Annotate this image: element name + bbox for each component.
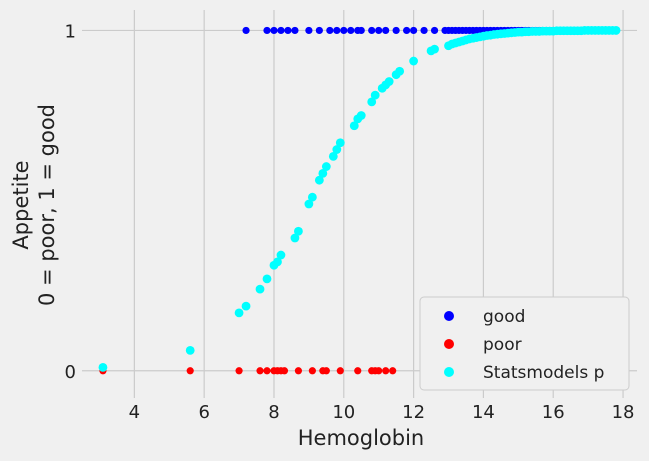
point-good [263,26,271,35]
point-poor [235,367,243,375]
legend-marker-poor [444,339,454,349]
point-good [368,26,376,35]
point-poor [336,367,344,375]
point-good [315,26,323,35]
point-statsmodels-p [318,168,328,178]
y-axis-label: Appetite 0 = poor, 1 = good [9,104,59,306]
point-poor [375,367,383,375]
point-good [375,26,383,35]
point-statsmodels-p [430,44,439,54]
point-statsmodels-p [332,145,342,154]
legend-marker-statsmodels-p [444,367,454,377]
legend-label-statsmodels-p: Statsmodels p [483,363,604,383]
point-poor [263,367,271,375]
x-tick-label: 8 [268,402,279,423]
point-statsmodels-p [349,121,359,131]
point-good [347,26,355,35]
point-good [340,26,348,35]
point-good [333,26,341,35]
point-statsmodels-p [384,77,394,86]
tick-labels: 4 6 8 10 12 14 16 18 0 1 [65,21,635,423]
point-good [277,26,285,35]
point-statsmodels-p [335,138,345,148]
legend-marker-good [444,311,454,321]
x-tick-label: 12 [402,402,425,423]
point-poor [322,367,330,375]
point-good [392,26,400,35]
point-statsmodels-p [328,151,338,161]
point-good [326,26,334,35]
point-statsmodels-p [273,257,282,267]
point-statsmodels-p [356,111,366,120]
point-good [382,26,390,35]
legend-label-poor: poor [483,335,522,355]
legend-box [419,296,630,391]
point-poor [256,367,264,375]
point-good [403,26,411,35]
point-statsmodels-p [409,56,419,66]
legend: good poor Statsmodels p [419,296,630,391]
point-good [305,26,313,35]
x-axis-label: Hemoglobin [298,426,425,450]
x-tick-label: 10 [332,402,355,423]
point-statsmodels-p [98,362,108,372]
y-axis-label-line-1: Appetite [9,160,33,249]
x-tick-label: 18 [612,402,635,423]
point-statsmodels-p [185,345,195,355]
point-statsmodels-p [304,199,314,209]
point-good [357,26,365,35]
y-tick-label: 1 [65,21,76,42]
point-good [284,26,292,35]
y-axis-label-line-2: 0 = poor, 1 = good [35,104,59,306]
point-good [410,26,418,35]
point-poor [354,367,362,375]
point-good [242,26,250,35]
point-poor [294,367,303,375]
point-good [420,26,428,35]
point-statsmodels-p [321,162,331,171]
point-poor [280,367,289,375]
x-tick-label: 6 [198,402,209,423]
point-statsmodels-p [294,226,303,236]
x-tick-label: 16 [542,402,565,423]
point-statsmodels-p [255,284,265,294]
point-statsmodels-p [234,308,244,318]
point-statsmodels-p [307,192,317,202]
point-poor [382,367,390,375]
point-statsmodels-p [262,274,272,284]
point-statsmodels-p [241,301,251,311]
point-good [430,26,439,35]
point-statsmodels-p [395,66,405,76]
legend-label-good: good [483,307,525,327]
point-statsmodels-p [290,233,300,243]
point-statsmodels-p [276,250,286,260]
point-statsmodels-p [370,90,380,100]
x-tick-label: 14 [472,402,495,423]
x-tick-label: 4 [129,402,140,423]
point-poor [308,367,316,375]
y-tick-label: 0 [65,362,76,383]
point-good [270,26,278,35]
data-points [98,26,621,375]
point-poor [186,367,194,375]
point-good [291,26,299,35]
point-statsmodels-p [314,175,324,185]
point-statsmodels-p [367,97,377,107]
point-statsmodels-p [611,26,621,35]
point-poor [389,367,397,375]
